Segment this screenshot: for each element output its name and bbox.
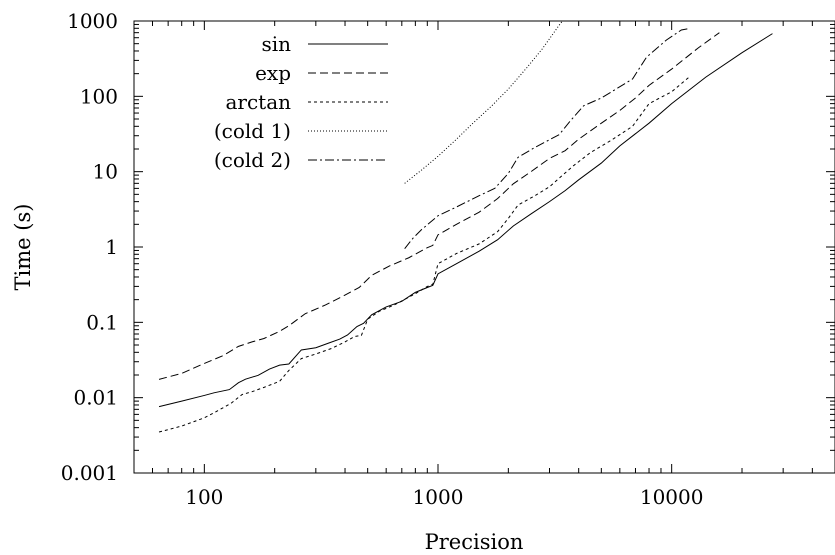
- series-group: [158, 21, 773, 433]
- legend-label: arctan: [225, 90, 291, 114]
- legend-label: exp: [255, 61, 291, 85]
- x-tick-label: 100: [185, 485, 223, 509]
- y-tick-label: 0.01: [73, 386, 118, 410]
- x-axis: 100 1000 10000: [133, 21, 835, 509]
- series-line-5: [404, 27, 691, 249]
- y-tick-label: 0.1: [86, 310, 118, 334]
- y-tick-label: 0.001: [61, 461, 118, 485]
- y-axis: 0.001 0.01 0.1 1 10 100 1000: [61, 9, 835, 485]
- plot-frame: [133, 20, 835, 474]
- y-tick-label: 100: [80, 84, 118, 108]
- series-line-3: [158, 75, 691, 433]
- x-tick-label: 1000: [413, 485, 464, 509]
- series-line-4: [404, 21, 564, 184]
- legend-label: (cold 1): [214, 119, 291, 143]
- y-axis-label: Time (s): [11, 204, 35, 291]
- plot-border: [133, 20, 835, 474]
- legend-label: (cold 2): [214, 148, 291, 172]
- legend-label: sin: [261, 32, 291, 56]
- y-tick-label: 10: [93, 160, 118, 184]
- series-line-2: [158, 32, 720, 380]
- x-tick-label: 10000: [640, 485, 704, 509]
- x-axis-label: Precision: [425, 530, 524, 554]
- y-tick-label: 1000: [67, 9, 118, 33]
- y-tick-label: 1: [105, 235, 118, 259]
- legend: sin exp arctan (cold 1) (cold 2): [214, 32, 388, 172]
- series-lines: [158, 21, 773, 433]
- series-line-1: [158, 33, 773, 408]
